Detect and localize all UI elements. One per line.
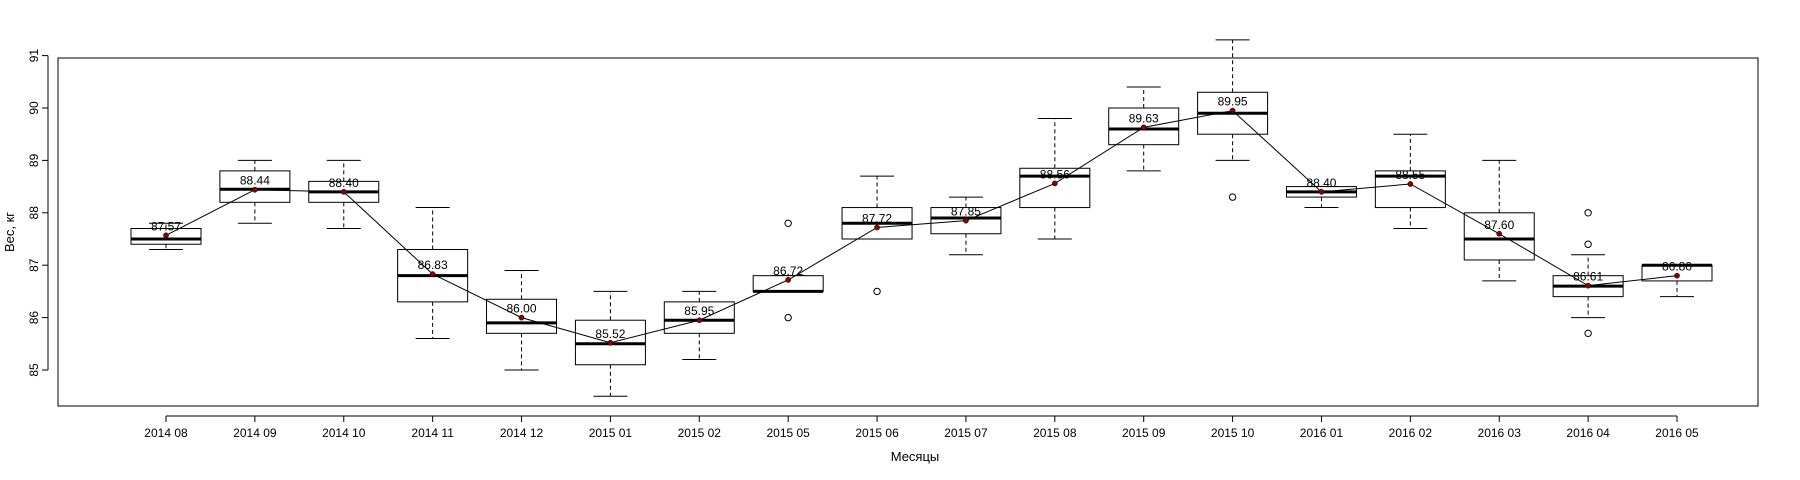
mean-label: 87.72 (862, 211, 892, 225)
outlier-point (873, 287, 881, 296)
mean-label: 88.40 (329, 176, 359, 190)
mean-point (1496, 230, 1503, 237)
x-tick-label: 2015 02 (678, 426, 722, 440)
box-2015-06 (841, 175, 913, 296)
outlier-point (784, 313, 792, 322)
mean-point (1229, 107, 1236, 114)
box-iqr (219, 170, 291, 203)
x-tick-label: 2016 02 (1389, 426, 1433, 440)
plot-frame (57, 57, 1759, 407)
mean-label: 87.85 (951, 205, 981, 219)
mean-point (1585, 282, 1591, 289)
x-axis: 2014 08 2014 09 2014 10 2014 11 2014 12 2015 … (144, 415, 1699, 440)
x-tick-label: 2014 10 (322, 426, 366, 440)
y-axis-title: Вес, кг (2, 212, 17, 252)
mean-point (785, 277, 792, 283)
mean-label: 86.80 (1662, 260, 1692, 274)
mean-trend-line (165, 110, 1678, 344)
mean-point (1407, 181, 1414, 187)
y-axis: 85 86 87 88 89 90 91 (27, 49, 49, 377)
mean-label: 85.52 (595, 327, 625, 341)
mean-label: 86.00 (507, 302, 537, 316)
mean-label: 88.55 (1395, 168, 1425, 182)
mean-label: 87.60 (1484, 218, 1514, 232)
mean-label: 88.56 (1040, 167, 1070, 181)
mean-point (1674, 272, 1680, 279)
outlier-point (1228, 193, 1237, 201)
outlier-point (1584, 329, 1592, 338)
mean-point (874, 224, 880, 231)
outlier-point (784, 219, 792, 227)
mean-point (1140, 124, 1147, 131)
box-2015-02 (663, 290, 735, 361)
x-tick-label: 2014 12 (500, 426, 544, 440)
x-tick-label: 2015 01 (589, 426, 633, 440)
x-tick-label: 2016 01 (1300, 426, 1344, 440)
mean-point (607, 339, 614, 346)
y-tick-label: 86 (27, 311, 41, 325)
y-tick-label: 91 (27, 49, 41, 63)
y-tick-label: 88 (27, 206, 41, 220)
mean-label: 89.95 (1218, 95, 1248, 109)
mean-label: 86.72 (773, 264, 803, 278)
boxes-layer (130, 39, 1713, 397)
mean-point (1318, 188, 1325, 195)
mean-label: 87.57 (151, 219, 181, 233)
mean-point (252, 186, 258, 193)
y-tick-label: 89 (27, 153, 41, 167)
box-2014-09 (219, 159, 291, 224)
outlier-point (1584, 240, 1592, 248)
mean-point (429, 271, 436, 277)
mean-label: 89.63 (1129, 111, 1159, 125)
mean-point (696, 317, 703, 324)
x-tick-label: 2015 05 (766, 426, 810, 440)
x-tick-label: 2014 09 (233, 426, 277, 440)
mean-points-layer: 87.57 88.44 88.40 86.83 86.00 85.52 85.95 86.72… (151, 95, 1692, 346)
box-2015-08 (1019, 117, 1091, 240)
x-tick-label: 2014 11 (411, 426, 454, 440)
mean-point (963, 217, 969, 224)
y-tick-label: 90 (27, 101, 41, 115)
x-tick-label: 2015 06 (855, 426, 899, 440)
mean-label: 86.61 (1573, 270, 1603, 284)
x-tick-label: 2015 09 (1122, 426, 1166, 440)
y-tick-label: 85 (27, 363, 41, 377)
mean-point (163, 232, 169, 239)
x-axis-title: Месяцы (891, 449, 940, 464)
x-tick-label: 2016 04 (1566, 426, 1610, 440)
mean-point (518, 314, 525, 321)
y-tick-label: 87 (27, 258, 41, 272)
x-tick-label: 2015 07 (944, 426, 988, 440)
box-2016-02 (1374, 133, 1446, 230)
box-2015-10 (1197, 39, 1269, 201)
x-tick-label: 2015 10 (1211, 426, 1255, 440)
mean-point (1051, 180, 1058, 187)
outlier-point (1584, 209, 1592, 217)
x-tick-label: 2015 08 (1033, 426, 1077, 440)
x-tick-label: 2016 05 (1655, 426, 1699, 440)
box-2014-08 (130, 222, 202, 250)
x-tick-label: 2014 08 (144, 426, 188, 440)
mean-label: 88.40 (1306, 176, 1336, 190)
mean-label: 85.95 (684, 304, 714, 318)
mean-point (340, 188, 347, 195)
mean-label: 88.44 (240, 174, 270, 188)
mean-label: 86.83 (418, 258, 448, 272)
x-tick-label: 2016 03 (1478, 426, 1522, 440)
